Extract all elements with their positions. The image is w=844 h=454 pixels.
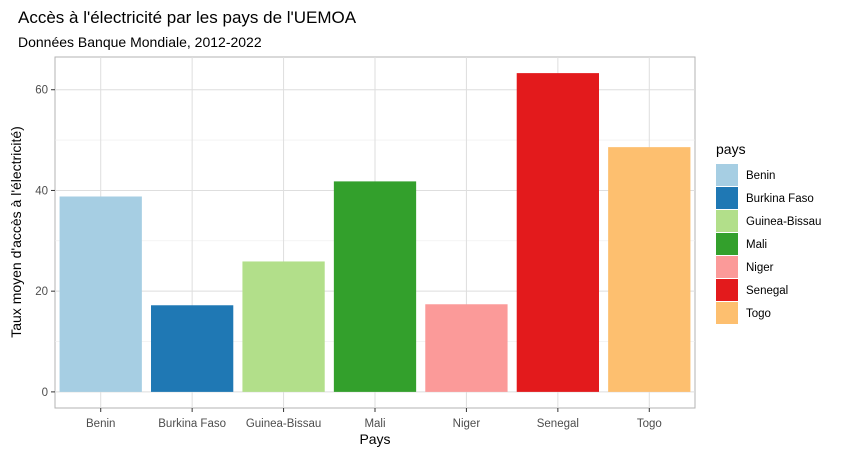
bars [59, 73, 691, 392]
legend-title: pays [716, 141, 746, 157]
x-tick-label: Mali [364, 418, 385, 430]
legend-key [716, 256, 738, 278]
y-axis: 0 20 40 60 [35, 85, 55, 399]
bar-benin [59, 196, 142, 392]
x-tick-label: Togo [637, 418, 662, 430]
legend-key [716, 302, 738, 324]
x-tick-label: Guinea-Bissau [246, 418, 321, 430]
legend-label: Burkina Faso [746, 193, 814, 205]
chart-title: Accès à l'électricité par les pays de l'… [18, 8, 357, 27]
legend-label: Senegal [746, 285, 788, 297]
x-tick-label: Benin [86, 418, 115, 430]
bar-mali [333, 181, 417, 392]
chart-subtitle: Données Banque Mondiale, 2012-2022 [18, 34, 262, 50]
bar-guinea-bissau [242, 261, 325, 392]
y-axis-title: Taux moyen d'accès à l'électricité) [8, 126, 24, 338]
bar-burkina-faso [151, 305, 234, 392]
legend-key [716, 233, 738, 255]
bar-togo [608, 147, 691, 392]
legend-key [716, 187, 738, 209]
legend-label: Niger [746, 262, 774, 274]
legend-label: Benin [746, 170, 775, 182]
y-tick-label: 60 [35, 85, 48, 97]
legend-label: Guinea-Bissau [746, 216, 821, 228]
x-axis-title: Pays [359, 431, 390, 447]
legend-label: Mali [746, 239, 767, 251]
legend-label: Togo [746, 308, 771, 320]
x-axis: Benin Burkina Faso Guinea-Bissau Mali Niger S… [86, 408, 662, 430]
bar-niger [425, 304, 508, 392]
x-tick-label: Niger [453, 418, 481, 430]
y-tick-label: 20 [35, 286, 48, 298]
bar-senegal [516, 73, 599, 392]
x-tick-label: Burkina Faso [158, 418, 226, 430]
legend-key [716, 164, 738, 186]
y-tick-label: 0 [42, 387, 48, 399]
legend-key [716, 210, 738, 232]
legend: pays Benin Burkina Faso Guinea-Bissau Mali N… [716, 141, 821, 324]
y-tick-label: 40 [35, 185, 48, 197]
x-tick-label: Senegal [537, 418, 579, 430]
legend-key [716, 279, 738, 301]
